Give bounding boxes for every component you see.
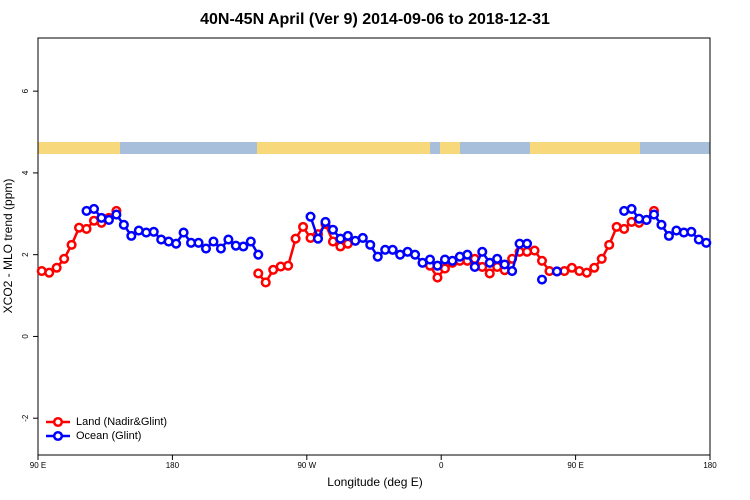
data-point bbox=[686, 226, 697, 237]
x-tick-label: 90 W bbox=[297, 461, 316, 470]
data-point bbox=[626, 203, 637, 214]
data-point bbox=[245, 236, 256, 247]
data-point bbox=[223, 234, 234, 245]
data-point bbox=[342, 230, 353, 241]
data-point bbox=[596, 253, 607, 264]
data-point bbox=[551, 266, 562, 277]
x-axis-label: Longitude (deg E) bbox=[327, 475, 422, 489]
data-point bbox=[320, 216, 331, 228]
data-point bbox=[253, 268, 264, 279]
y-tick-label: 6 bbox=[21, 88, 30, 93]
data-point bbox=[215, 243, 226, 254]
x-tick-label: 90 E bbox=[567, 461, 583, 470]
data-point bbox=[529, 245, 540, 256]
data-point bbox=[462, 249, 473, 260]
surface-band bbox=[38, 142, 710, 154]
data-point bbox=[492, 253, 503, 264]
data-point bbox=[111, 209, 122, 220]
data-point bbox=[118, 219, 129, 230]
chart-title: 40N-45N April (Ver 9) 2014-09-06 to 2018… bbox=[200, 11, 550, 28]
data-point bbox=[253, 249, 264, 260]
data-point bbox=[178, 227, 189, 238]
y-axis-label: XCO2 - MLO trend (ppm) bbox=[1, 179, 15, 314]
data-point bbox=[447, 255, 458, 266]
data-point bbox=[298, 221, 309, 232]
data-point bbox=[432, 260, 443, 271]
data-point bbox=[51, 262, 62, 273]
y-tick-label: 4 bbox=[21, 170, 30, 175]
data-point bbox=[387, 244, 398, 255]
data-point bbox=[59, 253, 70, 264]
data-point bbox=[283, 260, 294, 271]
data-point bbox=[499, 259, 510, 270]
data-point bbox=[581, 267, 592, 278]
data-point bbox=[103, 214, 114, 225]
data-point bbox=[604, 239, 615, 250]
land-band bbox=[38, 142, 120, 154]
land-band bbox=[257, 142, 430, 154]
data-point bbox=[44, 267, 55, 278]
data-point bbox=[193, 237, 204, 248]
data-point bbox=[312, 233, 324, 244]
data-point bbox=[477, 246, 488, 257]
data-point bbox=[656, 219, 667, 230]
y-tick-label: 2 bbox=[21, 252, 30, 257]
data-point bbox=[663, 230, 674, 241]
data-point bbox=[536, 255, 548, 266]
data-point bbox=[619, 223, 630, 234]
land-band bbox=[530, 142, 640, 154]
x-tick-label: 180 bbox=[166, 461, 180, 470]
data-point bbox=[484, 257, 495, 268]
legend-marker bbox=[52, 430, 64, 442]
data-point bbox=[536, 274, 548, 285]
data-point bbox=[357, 232, 368, 243]
data-point bbox=[208, 236, 219, 247]
data-point bbox=[641, 214, 652, 225]
data-point bbox=[88, 203, 100, 214]
y-tick-label: -2 bbox=[21, 414, 30, 422]
x-tick-label: 0 bbox=[439, 461, 444, 470]
data-point bbox=[522, 238, 533, 249]
data-point bbox=[701, 237, 712, 248]
data-point bbox=[305, 211, 316, 222]
data-point bbox=[424, 254, 436, 265]
legend-marker bbox=[52, 416, 64, 428]
data-point bbox=[126, 230, 137, 241]
data-point bbox=[432, 272, 443, 283]
data-point bbox=[148, 226, 159, 237]
data-point bbox=[372, 251, 383, 262]
data-point bbox=[171, 238, 182, 249]
data-point bbox=[290, 233, 301, 244]
data-point bbox=[365, 239, 376, 250]
data-point bbox=[410, 249, 421, 260]
data-point bbox=[469, 261, 480, 272]
data-point bbox=[200, 243, 212, 254]
legend-label: Land (Nadir&Glint) bbox=[76, 416, 167, 428]
data-point bbox=[81, 223, 92, 234]
data-point bbox=[648, 209, 660, 220]
data-point bbox=[238, 241, 249, 252]
data-point bbox=[66, 239, 77, 250]
data-point bbox=[507, 265, 518, 277]
land-band bbox=[440, 142, 460, 154]
x-tick-label: 180 bbox=[703, 461, 717, 470]
data-point bbox=[484, 268, 495, 279]
plot-frame bbox=[37, 37, 711, 456]
legend-label: Ocean (Glint) bbox=[76, 430, 141, 442]
y-tick-label: 0 bbox=[21, 334, 30, 339]
data-point bbox=[327, 224, 338, 235]
x-tick-label: 90 E bbox=[30, 461, 46, 470]
data-point bbox=[260, 277, 271, 288]
data-point bbox=[589, 262, 600, 273]
